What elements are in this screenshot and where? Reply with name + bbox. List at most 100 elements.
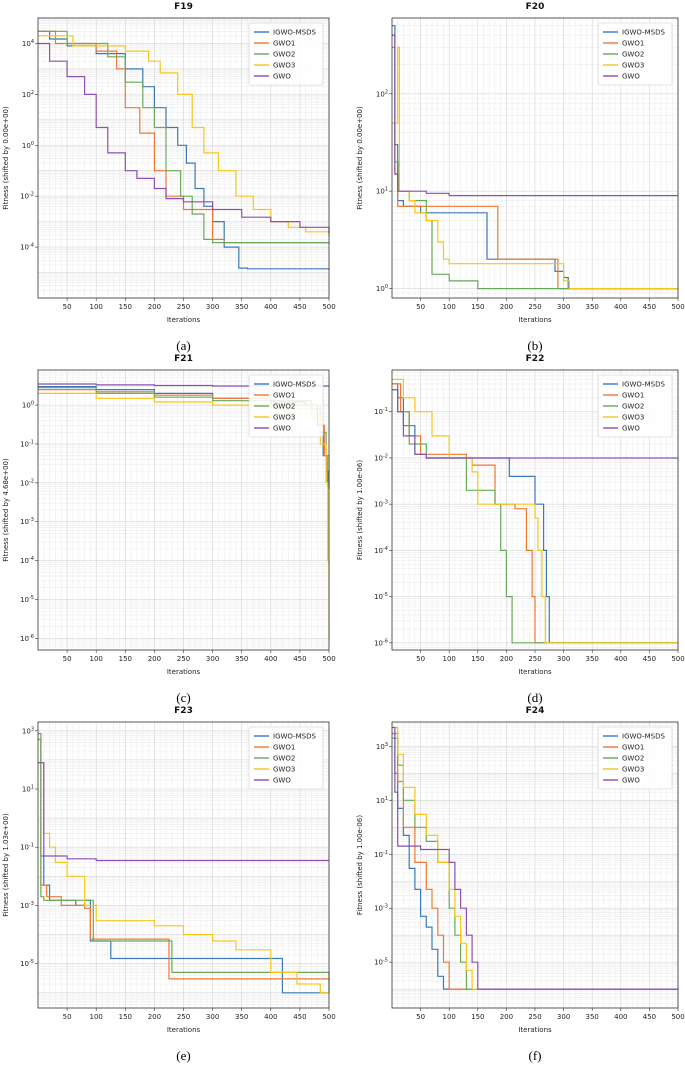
y-tick-label: 10-3 bbox=[374, 904, 388, 913]
legend-label: IGWO-MSDS bbox=[622, 29, 666, 37]
x-tick-label: 400 bbox=[264, 303, 277, 311]
y-tick-label: 10-6 bbox=[374, 638, 388, 647]
legend-box bbox=[248, 22, 324, 86]
legend-label: GWO2 bbox=[273, 403, 295, 411]
legend-label: GWO bbox=[273, 425, 291, 433]
x-tick-label: 200 bbox=[148, 303, 161, 311]
legend-label: GWO2 bbox=[273, 755, 295, 763]
x-tick-label: 100 bbox=[90, 1013, 103, 1021]
legend-box bbox=[597, 22, 673, 86]
legend-box bbox=[248, 726, 324, 790]
x-tick-label: 50 bbox=[416, 1013, 425, 1021]
x-tick-label: 350 bbox=[235, 303, 248, 311]
x-tick-label: 250 bbox=[528, 303, 541, 311]
x-tick-label: 450 bbox=[643, 1013, 656, 1021]
x-tick-label: 500 bbox=[671, 1013, 684, 1021]
legend-label: GWO bbox=[273, 73, 291, 81]
legend-label: GWO1 bbox=[622, 40, 644, 48]
legend-label: GWO3 bbox=[273, 766, 295, 774]
legend: IGWO-MSDS GWO1 GWO2 GWO3 GWO bbox=[248, 726, 324, 790]
x-tick-label: 150 bbox=[119, 1013, 132, 1021]
panel-f19: 50 100 150 200 250 300 350 400 450 500 104 102 100 10… bbox=[2, 2, 336, 353]
series-line-gwo bbox=[392, 34, 678, 197]
legend-box bbox=[597, 374, 673, 438]
x-tick-label: 500 bbox=[671, 655, 684, 663]
x-tick-label: 200 bbox=[148, 1013, 161, 1021]
series-line-gwo3 bbox=[392, 378, 678, 644]
x-tick-label: 200 bbox=[500, 1013, 513, 1021]
legend: IGWO-MSDS GWO1 GWO2 GWO3 GWO bbox=[597, 726, 673, 790]
panel-f23: 50 100 150 200 250 300 350 400 450 500 103 101 10-1 1… bbox=[2, 706, 336, 1063]
legend-label: GWO3 bbox=[622, 766, 644, 774]
y-tick-label: 10-6 bbox=[20, 634, 34, 643]
x-tick-label: 500 bbox=[322, 655, 335, 663]
x-axis-label: Iterations bbox=[167, 668, 201, 676]
legend-label: GWO2 bbox=[273, 51, 295, 59]
x-axis-label: Iterations bbox=[167, 316, 201, 324]
series-line-gwo3 bbox=[392, 726, 678, 990]
legend-label: GWO2 bbox=[622, 403, 644, 411]
x-tick-label: 450 bbox=[293, 655, 306, 663]
x-axis-label: Iterations bbox=[518, 316, 552, 324]
x-tick-label: 250 bbox=[177, 303, 190, 311]
y-tick-label: 100 bbox=[376, 284, 388, 293]
x-tick-label: 150 bbox=[119, 655, 132, 663]
x-tick-label: 500 bbox=[322, 1013, 335, 1021]
y-tick-label: 10-1 bbox=[374, 850, 388, 859]
y-tick-label: 10-5 bbox=[374, 592, 388, 601]
y-tick-label: 100 bbox=[22, 141, 34, 150]
x-tick-label: 150 bbox=[119, 303, 132, 311]
y-axis-label: Fitness (shifted by 1.00e-06) bbox=[356, 815, 364, 915]
legend: IGWO-MSDS GWO1 GWO2 GWO3 GWO bbox=[597, 374, 673, 438]
chart-title: F22 bbox=[526, 354, 545, 364]
y-tick-label: 10-4 bbox=[20, 243, 34, 252]
legend-label: IGWO-MSDS bbox=[273, 381, 317, 389]
x-tick-label: 350 bbox=[586, 303, 599, 311]
legend-label: GWO3 bbox=[273, 62, 295, 70]
x-axis-label: Iterations bbox=[518, 1026, 552, 1034]
legend-label: GWO1 bbox=[273, 744, 295, 752]
x-tick-label: 250 bbox=[528, 1013, 541, 1021]
legend-label: IGWO-MSDS bbox=[273, 29, 317, 37]
legend-label: IGWO-MSDS bbox=[622, 381, 666, 389]
y-tick-label: 104 bbox=[22, 39, 34, 48]
panel-caption: (f) bbox=[529, 1048, 542, 1063]
legend-label: GWO bbox=[622, 777, 640, 785]
y-tick-label: 103 bbox=[376, 742, 388, 751]
legend-box bbox=[597, 726, 673, 790]
legend-label: GWO3 bbox=[622, 62, 644, 70]
panel-f21: 50 100 150 200 250 300 350 400 450 500 100 10-1 10-2… bbox=[2, 354, 336, 705]
x-tick-label: 100 bbox=[443, 303, 456, 311]
x-tick-label: 300 bbox=[557, 655, 570, 663]
x-tick-label: 450 bbox=[643, 303, 656, 311]
legend-label: GWO bbox=[622, 73, 640, 81]
series-line-gwo2 bbox=[38, 733, 330, 993]
panel-caption: (d) bbox=[527, 690, 542, 705]
legend-label: GWO1 bbox=[622, 744, 644, 752]
x-axis-label: Iterations bbox=[518, 668, 552, 676]
y-tick-label: 10-5 bbox=[20, 959, 34, 968]
legend-label: GWO2 bbox=[622, 755, 644, 763]
x-tick-label: 100 bbox=[90, 303, 103, 311]
legend-label: GWO3 bbox=[622, 414, 644, 422]
x-tick-label: 450 bbox=[293, 303, 306, 311]
panel-f24: 50 100 150 200 250 300 350 400 450 500 103 101 10-1 1… bbox=[356, 706, 685, 1063]
y-tick-label: 10-2 bbox=[20, 192, 34, 201]
x-tick-label: 50 bbox=[416, 655, 425, 663]
y-tick-label: 102 bbox=[376, 89, 388, 98]
x-tick-label: 400 bbox=[264, 655, 277, 663]
x-tick-label: 300 bbox=[557, 303, 570, 311]
legend-label: GWO1 bbox=[273, 40, 295, 48]
y-axis-label: Fitness (shifted by 0.00e+00) bbox=[2, 106, 10, 210]
x-tick-label: 250 bbox=[177, 655, 190, 663]
x-tick-label: 150 bbox=[471, 1013, 484, 1021]
x-tick-label: 50 bbox=[63, 303, 72, 311]
x-tick-label: 450 bbox=[293, 1013, 306, 1021]
x-tick-label: 400 bbox=[614, 303, 627, 311]
chart-title: F20 bbox=[526, 2, 545, 12]
x-tick-label: 400 bbox=[264, 1013, 277, 1021]
y-tick-label: 10-1 bbox=[20, 843, 34, 852]
y-tick-label: 102 bbox=[22, 90, 34, 99]
y-tick-label: 10-5 bbox=[20, 595, 34, 604]
x-tick-label: 350 bbox=[586, 1013, 599, 1021]
